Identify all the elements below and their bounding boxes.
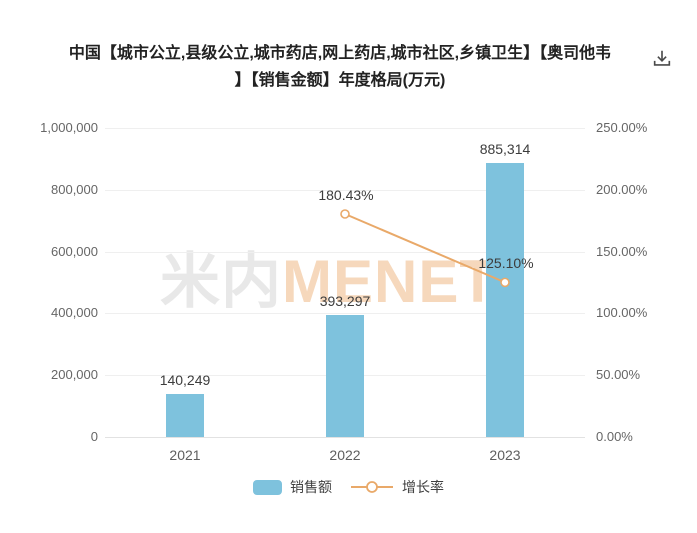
gridline <box>105 128 585 129</box>
y-axis-left-tick: 600,000 <box>51 243 98 259</box>
chart-title-line1: 中国【城市公立,县级公立,城市药店,网上药店,城市社区,乡镇卫生】【奥司他韦 <box>68 45 612 62</box>
y-axis-right-tick: 200.00% <box>596 181 648 197</box>
y-axis-right-tick: 250.00% <box>596 120 648 135</box>
growth-value-label-2022: 180.43% <box>318 186 374 203</box>
x-axis-label-2021: 2021 <box>169 447 201 463</box>
growth-value-label-2023: 125.10% <box>478 255 534 272</box>
sales-legend-swatch <box>253 479 282 495</box>
bar-value-label-2022: 393,297 <box>319 293 371 310</box>
chart-title: 中国【城市公立,县级公立,城市药店,网上药店,城市社区,乡镇卫生】【奥司他韦 】… <box>30 40 650 94</box>
x-axis-label-2022: 2022 <box>329 447 361 463</box>
legend-item-sales[interactable]: 销售额 <box>253 477 332 497</box>
gridline <box>105 437 585 438</box>
y-axis-right-tick: 50.00% <box>596 367 641 383</box>
y-axis-left-tick: 0 <box>90 429 98 444</box>
download-icon[interactable] <box>651 48 673 70</box>
gridline <box>105 189 585 191</box>
y-axis-left-tick: 800,000 <box>51 181 98 197</box>
y-axis-left-tick: 1,000,000 <box>40 120 98 135</box>
y-axis-right-tick: 0.00% <box>596 429 633 444</box>
growth-legend-marker-icon <box>351 481 393 493</box>
bar-2022 <box>326 315 364 437</box>
growth-legend-label: 增长率 <box>402 479 444 495</box>
chart-legend: 销售额 增长率 <box>0 477 697 497</box>
y-axis-right-tick: 100.00% <box>596 305 648 321</box>
y-axis-right-tick: 150.00% <box>596 243 648 259</box>
y-axis-left-tick: 200,000 <box>51 367 98 383</box>
y-axis-left-tick: 400,000 <box>51 305 98 321</box>
bar-value-label-2023: 885,314 <box>479 141 531 158</box>
bar-2023 <box>486 163 524 437</box>
x-axis-label-2023: 2023 <box>489 447 521 463</box>
sales-legend-label: 销售额 <box>290 479 332 495</box>
growth-point-2022 <box>340 209 350 219</box>
bar-value-label-2021: 140,249 <box>159 371 211 388</box>
gridline <box>105 313 585 315</box>
bar-2021 <box>166 393 204 437</box>
legend-item-growth[interactable]: 增长率 <box>350 477 444 497</box>
watermark-cn-text: 米内 <box>160 248 282 315</box>
chart-title-line2: 】【销售金额】年度格局(万元) <box>234 72 446 89</box>
